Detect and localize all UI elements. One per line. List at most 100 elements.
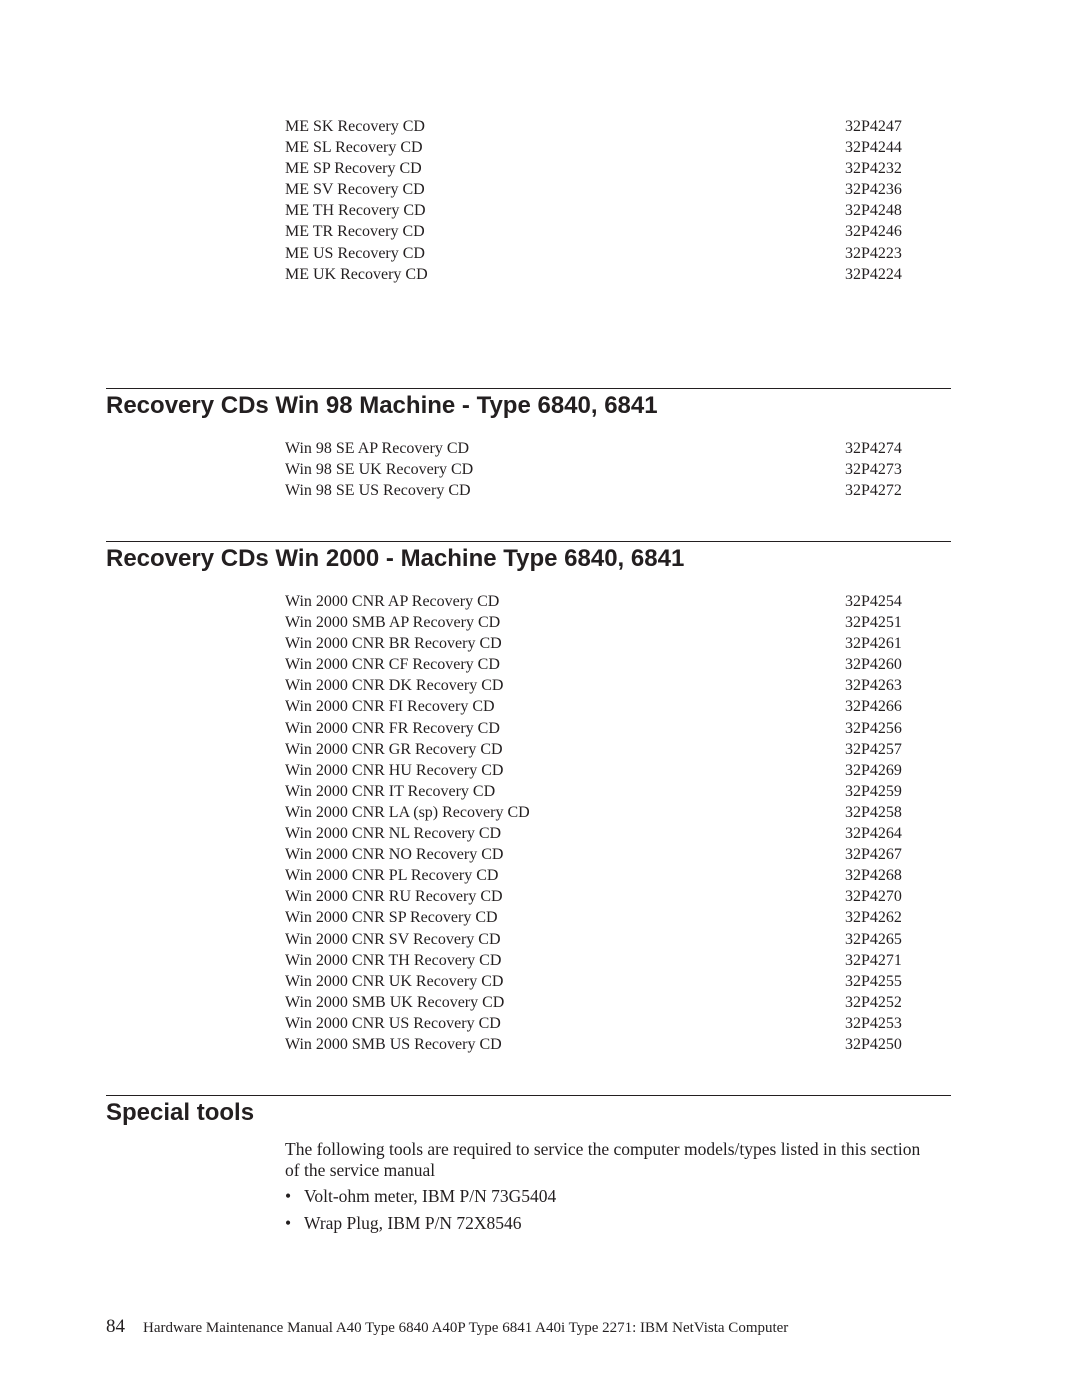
item-name: Win 98 SE AP Recovery CD bbox=[285, 440, 470, 457]
part-number: 32P4224 bbox=[845, 265, 902, 283]
special-tools-intro: The following tools are required to serv… bbox=[285, 1139, 921, 1180]
list-item: Win 2000 CNR RU Recovery CD 32P4270 bbox=[285, 886, 905, 907]
section-divider bbox=[106, 1095, 951, 1096]
page-footer: 84 Hardware Maintenance Manual A40 Type 6… bbox=[106, 1316, 788, 1339]
part-number: 32P4248 bbox=[845, 202, 902, 220]
part-number: 32P4255 bbox=[845, 972, 902, 990]
list-item: Win 2000 CNR NL Recovery CD 32P4264 bbox=[285, 823, 905, 844]
list-item: ME US Recovery CD 32P4223 bbox=[285, 243, 905, 264]
list-item: Win 2000 CNR SV Recovery CD 32P4265 bbox=[285, 929, 905, 950]
list-item: Win 2000 CNR AP Recovery CD 32P4254 bbox=[285, 591, 905, 612]
bullet-icon: • bbox=[285, 1213, 292, 1233]
list-item: Win 2000 CNR FR Recovery CD 32P4256 bbox=[285, 718, 905, 739]
list-item: Win 2000 CNR SP Recovery CD 32P4262 bbox=[285, 907, 905, 928]
item-name: Win 2000 SMB AP Recovery CD bbox=[285, 614, 501, 632]
list-item: Win 2000 CNR CF Recovery CD 32P4260 bbox=[285, 654, 905, 675]
page-number: 84 bbox=[106, 1316, 125, 1337]
part-number: 32P4273 bbox=[845, 461, 902, 479]
bullet-item: • Wrap Plug, IBM P/N 72X8546 bbox=[285, 1213, 522, 1233]
part-number: 32P4259 bbox=[845, 782, 902, 800]
item-name: Win 2000 CNR FI Recovery CD bbox=[285, 698, 495, 716]
section-divider bbox=[106, 388, 951, 389]
bullet-icon: • bbox=[285, 1186, 292, 1206]
list-item: Win 2000 CNR PL Recovery CD 32P4268 bbox=[285, 865, 905, 886]
section-heading-special-tools: Special tools bbox=[106, 1099, 255, 1126]
item-name: Win 2000 CNR SP Recovery CD bbox=[285, 909, 498, 927]
item-name: ME TH Recovery CD bbox=[285, 202, 426, 220]
part-number: 32P4256 bbox=[845, 719, 902, 737]
item-name: Win 2000 CNR PL Recovery CD bbox=[285, 867, 499, 885]
item-name: Win 98 SE US Recovery CD bbox=[285, 482, 471, 500]
part-number: 32P4260 bbox=[845, 656, 902, 674]
item-name: ME US Recovery CD bbox=[285, 244, 425, 262]
item-name: ME SP Recovery CD bbox=[285, 160, 422, 178]
item-name: Win 2000 CNR DK Recovery CD bbox=[285, 677, 504, 695]
item-name: Win 98 SE UK Recovery CD bbox=[285, 461, 474, 479]
item-name: ME SV Recovery CD bbox=[285, 181, 425, 199]
item-name: Win 2000 CNR AP Recovery CD bbox=[285, 593, 500, 610]
item-name: ME SK Recovery CD bbox=[285, 118, 425, 135]
footer-title: Hardware Maintenance Manual A40 Type 684… bbox=[143, 1320, 789, 1336]
part-number: 32P4223 bbox=[845, 244, 902, 262]
list-item: Win 2000 CNR IT Recovery CD 32P4259 bbox=[285, 781, 905, 802]
item-name: Win 2000 CNR GR Recovery CD bbox=[285, 740, 503, 758]
part-number: 32P4266 bbox=[845, 698, 902, 716]
win2000-recovery-cd-list: Win 2000 CNR AP Recovery CD 32P4254 Win 20… bbox=[285, 591, 905, 1055]
list-item: Win 2000 CNR US Recovery CD 32P4253 bbox=[285, 1013, 905, 1034]
list-item: Win 2000 SMB AP Recovery CD 32P4251 bbox=[285, 612, 905, 633]
item-name: Win 2000 CNR CF Recovery CD bbox=[285, 656, 500, 674]
part-number: 32P4269 bbox=[845, 761, 902, 779]
part-number: 32P4253 bbox=[845, 1014, 902, 1032]
part-number: 32P4250 bbox=[845, 1035, 902, 1053]
part-number: 32P4265 bbox=[845, 930, 902, 948]
bullet-item: • Volt-ohm meter, IBM P/N 73G5404 bbox=[285, 1186, 557, 1206]
list-item: Win 2000 CNR LA (sp) Recovery CD 32P4258 bbox=[285, 802, 905, 823]
list-item: ME SP Recovery CD 32P4232 bbox=[285, 158, 905, 179]
list-item: Win 2000 CNR FI Recovery CD 32P4266 bbox=[285, 696, 905, 717]
part-number: 32P4254 bbox=[845, 593, 902, 610]
list-item: Win 98 SE US Recovery CD 32P4272 bbox=[285, 480, 905, 501]
list-item: Win 2000 SMB US Recovery CD 32P4250 bbox=[285, 1034, 905, 1055]
item-name: Win 2000 CNR HU Recovery CD bbox=[285, 761, 504, 779]
part-number: 32P4272 bbox=[845, 482, 902, 500]
part-number: 32P4236 bbox=[845, 181, 902, 199]
part-number: 32P4271 bbox=[845, 951, 902, 969]
part-number: 32P4267 bbox=[845, 846, 902, 864]
item-name: Win 2000 SMB UK Recovery CD bbox=[285, 993, 505, 1011]
item-name: Win 2000 CNR SV Recovery CD bbox=[285, 930, 501, 948]
part-number: 32P4258 bbox=[845, 803, 902, 821]
item-name: Win 2000 CNR NL Recovery CD bbox=[285, 825, 502, 843]
list-item: Win 98 SE AP Recovery CD 32P4274 bbox=[285, 438, 905, 459]
item-name: ME UK Recovery CD bbox=[285, 265, 428, 283]
list-item: ME SV Recovery CD 32P4236 bbox=[285, 179, 905, 200]
part-number: 32P4274 bbox=[845, 440, 902, 457]
item-name: Win 2000 CNR RU Recovery CD bbox=[285, 888, 503, 906]
list-item: Win 2000 CNR BR Recovery CD 32P4261 bbox=[285, 633, 905, 654]
part-number: 32P4262 bbox=[845, 909, 902, 927]
part-number: 32P4251 bbox=[845, 614, 902, 632]
list-item: ME TH Recovery CD 32P4248 bbox=[285, 200, 905, 221]
part-number: 32P4263 bbox=[845, 677, 902, 695]
item-name: ME TR Recovery CD bbox=[285, 223, 425, 241]
part-number: 32P4247 bbox=[845, 118, 902, 135]
part-number: 32P4257 bbox=[845, 740, 902, 758]
item-name: Win 2000 CNR TH Recovery CD bbox=[285, 951, 502, 969]
part-number: 32P4246 bbox=[845, 223, 902, 241]
section-heading-win2000: Recovery CDs Win 2000 - Machine Type 684… bbox=[106, 545, 685, 572]
part-number: 32P4268 bbox=[845, 867, 902, 885]
item-name: Win 2000 SMB US Recovery CD bbox=[285, 1035, 502, 1053]
list-item: Win 2000 CNR UK Recovery CD 32P4255 bbox=[285, 971, 905, 992]
part-number: 32P4261 bbox=[845, 635, 902, 653]
item-name: Win 2000 CNR NO Recovery CD bbox=[285, 846, 504, 864]
item-name: Win 2000 CNR UK Recovery CD bbox=[285, 972, 504, 990]
part-number: 32P4252 bbox=[845, 993, 902, 1011]
list-item: Win 2000 CNR NO Recovery CD 32P4267 bbox=[285, 844, 905, 865]
list-item: Win 2000 CNR TH Recovery CD 32P4271 bbox=[285, 950, 905, 971]
list-item: Win 2000 SMB UK Recovery CD 32P4252 bbox=[285, 992, 905, 1013]
section-divider bbox=[106, 541, 951, 542]
part-number: 32P4232 bbox=[845, 160, 902, 178]
part-number: 32P4264 bbox=[845, 825, 902, 843]
item-name: Win 2000 CNR US Recovery CD bbox=[285, 1014, 501, 1032]
item-name: Win 2000 CNR IT Recovery CD bbox=[285, 782, 496, 800]
item-name: Win 2000 CNR LA (sp) Recovery CD bbox=[285, 803, 530, 821]
